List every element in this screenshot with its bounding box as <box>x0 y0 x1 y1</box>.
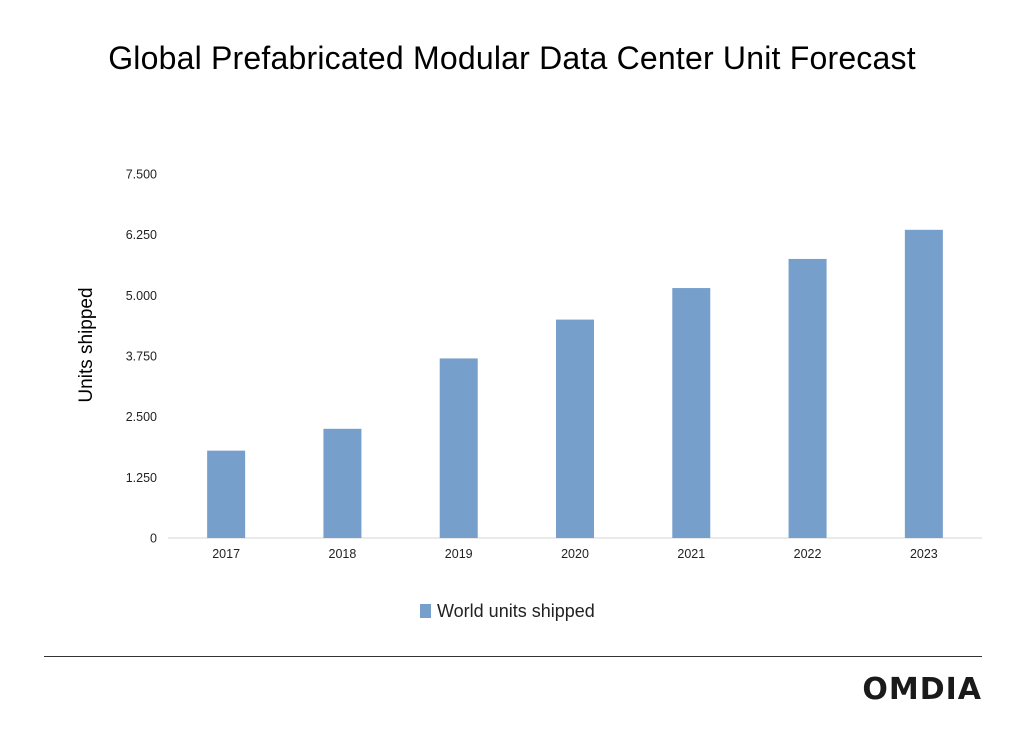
y-axis-label: Units shipped <box>76 287 97 402</box>
bar-2023 <box>904 229 943 538</box>
y-tick-label: 5.000 <box>126 289 157 303</box>
x-tick-label: 2023 <box>910 547 938 561</box>
y-tick-label: 0 <box>150 532 157 546</box>
legend: World units shipped <box>420 601 595 621</box>
bar-2021 <box>672 288 711 538</box>
bar-2017 <box>207 450 246 538</box>
bar-2020 <box>556 319 594 538</box>
x-tick-label: 2017 <box>212 547 240 561</box>
y-axis-label-group: Units shipped <box>76 287 97 402</box>
bars <box>207 229 943 538</box>
x-axis-ticks: 2017 2018 2019 2020 2021 2022 2023 <box>212 547 938 561</box>
y-axis-ticks: 0 1.250 2.500 3.750 5.000 6.250 7.500 <box>126 168 157 546</box>
x-tick-label: 2022 <box>794 547 822 561</box>
bar-2018 <box>323 428 362 538</box>
legend-swatch <box>420 604 431 618</box>
bar-2022 <box>788 258 827 538</box>
y-tick-label: 2.500 <box>126 410 157 424</box>
x-tick-label: 2018 <box>329 547 357 561</box>
bar-chart: Units shipped 0 1.250 2.500 3.750 5.000 6.250… <box>76 168 982 621</box>
bar-2019 <box>439 358 478 538</box>
y-tick-label: 7.500 <box>126 168 157 182</box>
legend-label: World units shipped <box>437 601 595 621</box>
footer-divider <box>44 656 982 657</box>
x-tick-label: 2020 <box>561 547 589 561</box>
y-tick-label: 1.250 <box>126 471 157 485</box>
y-tick-label: 6.250 <box>126 228 157 242</box>
x-tick-label: 2021 <box>677 547 705 561</box>
omdia-logo: OMDIA <box>862 672 982 707</box>
y-tick-label: 3.750 <box>126 350 157 364</box>
x-tick-label: 2019 <box>445 547 473 561</box>
chart-title: Global Prefabricated Modular Data Center… <box>108 40 916 76</box>
